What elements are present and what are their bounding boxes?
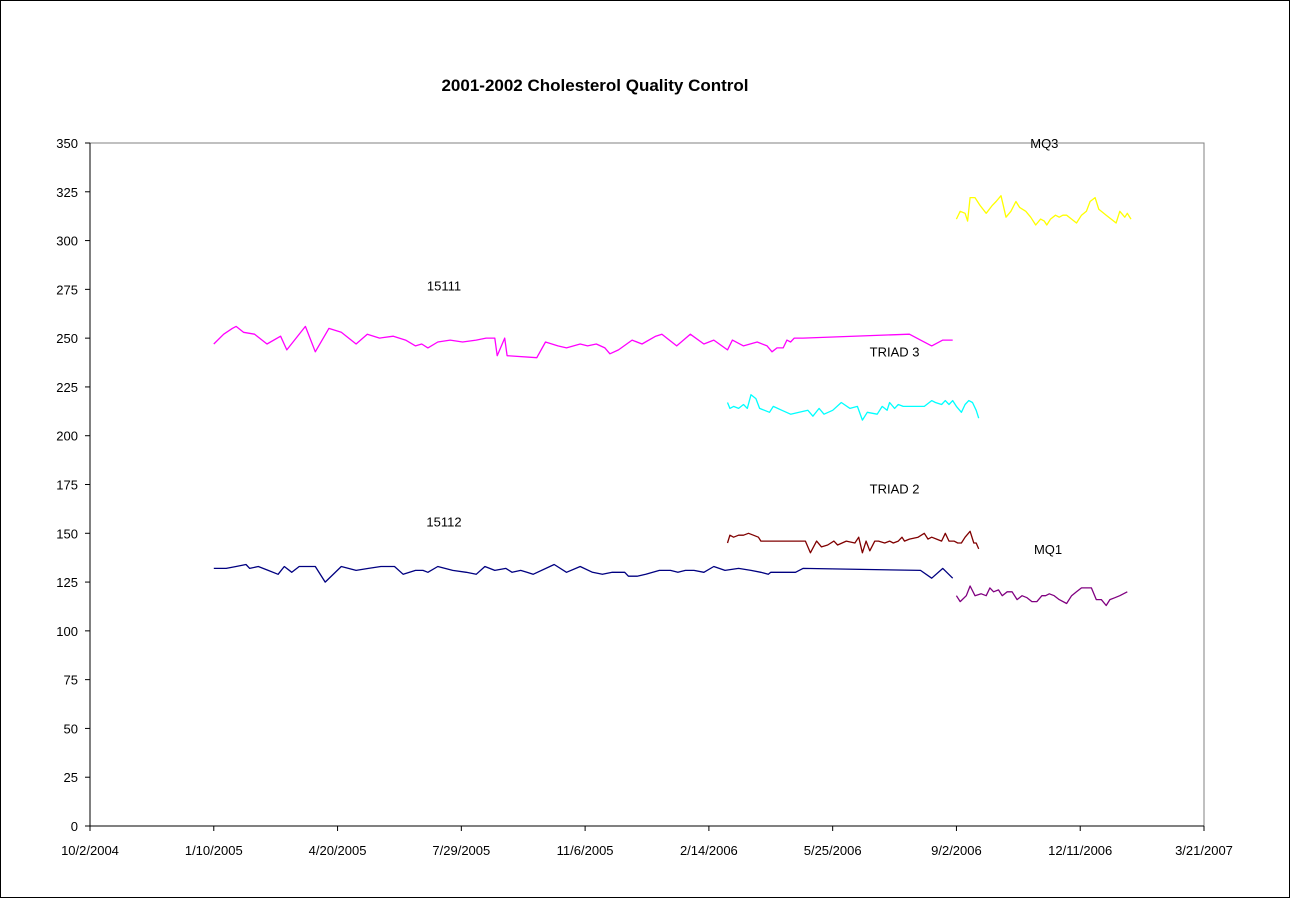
x-tick-label: 12/11/2006 [1048, 843, 1112, 858]
series-label: TRIAD 2 [870, 481, 920, 496]
x-tick-label: 9/2/2006 [931, 843, 982, 858]
y-tick-label: 150 [56, 526, 78, 541]
y-tick-label: 100 [56, 624, 78, 639]
series-label: MQ1 [1034, 542, 1062, 557]
x-tick-label: 5/25/2006 [804, 843, 862, 858]
y-tick-label: 125 [56, 575, 78, 590]
x-tick-label: 10/2/2004 [61, 843, 119, 858]
y-tick-label: 175 [56, 478, 78, 493]
x-tick-label: 2/14/2006 [680, 843, 738, 858]
y-tick-label: 0 [71, 819, 78, 834]
x-tick-label: 11/6/2005 [557, 843, 614, 858]
y-tick-label: 225 [56, 380, 78, 395]
y-tick-label: 275 [56, 282, 78, 297]
series-line-triad-3 [726, 394, 980, 421]
plot-area [89, 142, 1205, 827]
series-label: MQ3 [1030, 136, 1058, 151]
x-tick-label: 3/21/2007 [1175, 843, 1233, 858]
y-tick-label: 75 [64, 673, 78, 688]
x-tick-label: 4/20/2005 [309, 843, 367, 858]
y-tick-label: 25 [64, 770, 78, 785]
series-line-mq3 [955, 195, 1132, 226]
series-label: 15111 [427, 278, 461, 293]
y-tick-label: 50 [64, 721, 78, 736]
y-tick-label: 350 [56, 136, 78, 151]
series-line-15111 [213, 325, 953, 359]
series-line-triad-2 [726, 530, 980, 554]
x-tick-label: 1/10/2005 [185, 843, 243, 858]
chart-title: 2001-2002 Cholesterol Quality Control [441, 76, 749, 95]
y-tick-label: 200 [56, 429, 78, 444]
series-line-15112 [213, 563, 954, 583]
series-label: TRIAD 3 [870, 345, 920, 360]
series-line-mq1 [955, 585, 1128, 607]
y-tick-label: 250 [56, 331, 78, 346]
series-label: 15112 [426, 515, 461, 530]
x-tick-label: 7/29/2005 [432, 843, 490, 858]
y-tick-label: 325 [56, 185, 78, 200]
y-tick-label: 300 [56, 234, 78, 249]
